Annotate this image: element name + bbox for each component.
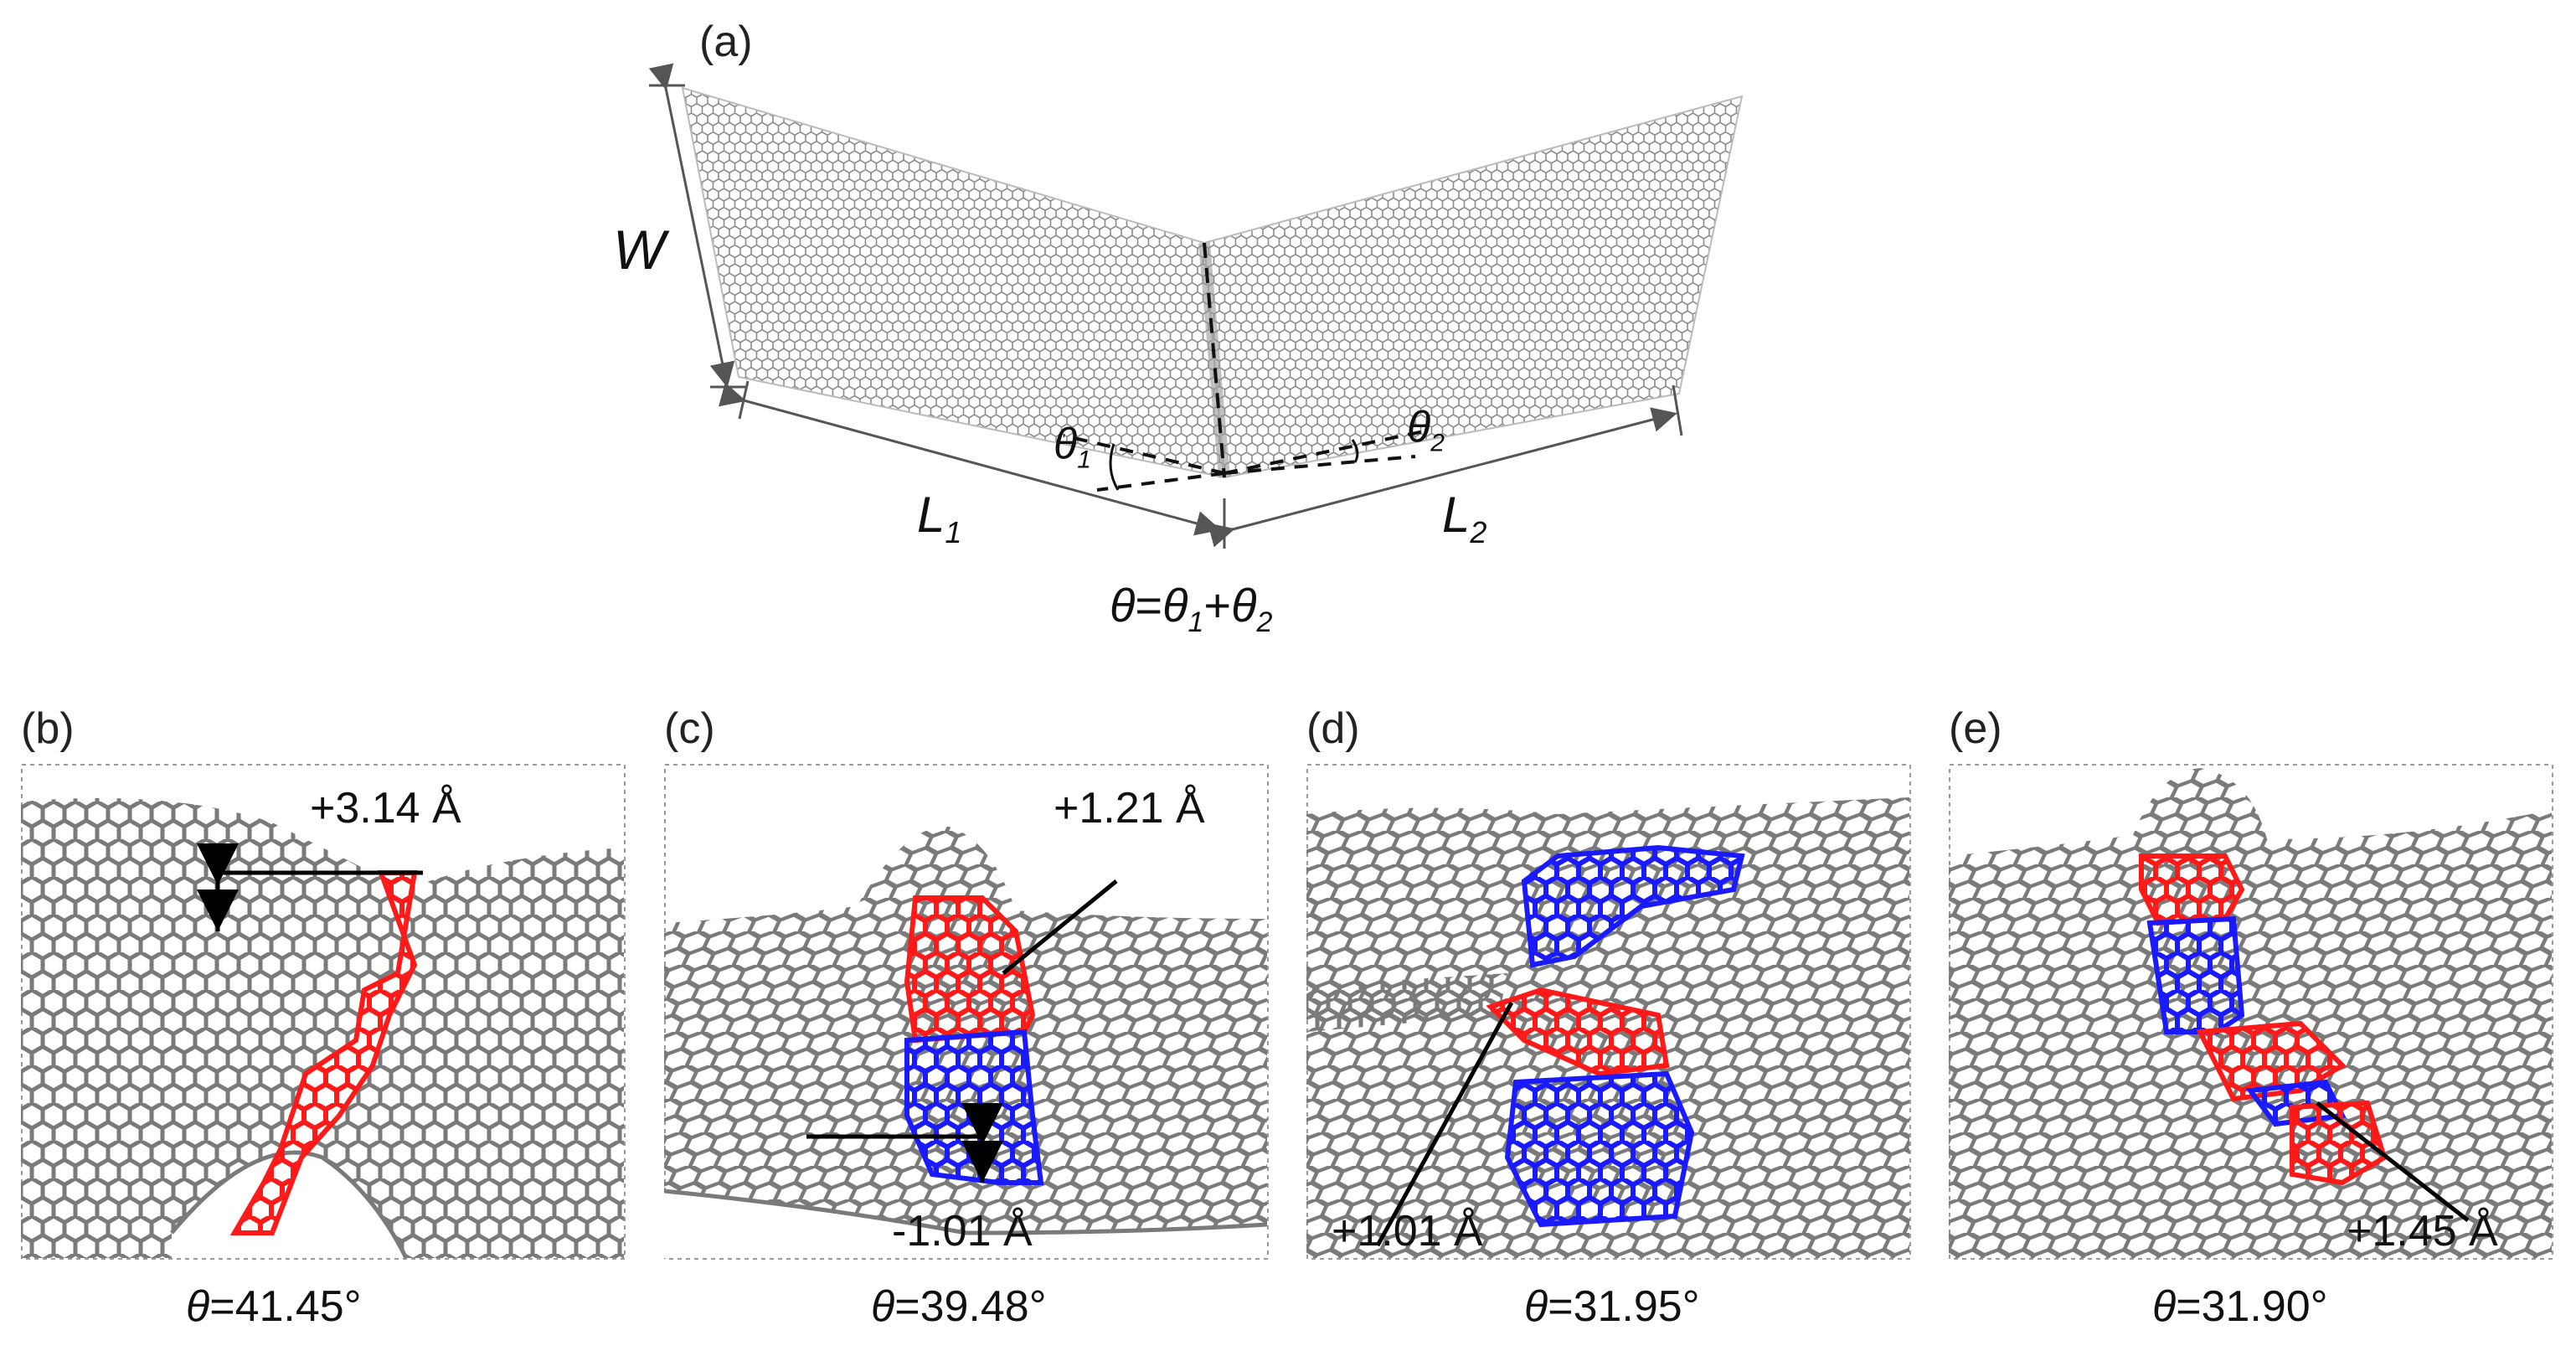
panel-b-caption: θ=41.45° xyxy=(186,1282,362,1331)
panel-d-label: (d) xyxy=(1306,704,1360,753)
panel-a-label: (a) xyxy=(699,18,753,66)
panel-d-caption: θ=31.95° xyxy=(1524,1282,1700,1331)
l1-dimension-line xyxy=(719,382,1221,536)
panel-c-annotation-top: +1.21 Å xyxy=(1054,783,1205,833)
symbol-theta1: θ1 xyxy=(1054,420,1091,474)
red-defect-bottom xyxy=(2290,1100,2388,1186)
panel-d-annotation: +1.01 Å xyxy=(1332,1207,1483,1256)
right-graphene-sheet xyxy=(1203,95,1744,479)
panel-d-graphic xyxy=(1306,764,1911,1260)
panel-b-annotation: +3.14 Å xyxy=(310,783,461,833)
symbol-l2: L2 xyxy=(1442,487,1487,549)
symbol-w: W xyxy=(613,219,666,281)
l2-dimension-line xyxy=(1208,407,1677,548)
blue-defect-upper xyxy=(2146,915,2245,1034)
red-defect-top xyxy=(2139,853,2245,926)
panel-e-annotation: +1.45 Å xyxy=(2347,1207,2498,1256)
theta-equation: θ=θ1+θ2 xyxy=(1110,579,1273,639)
w-dimension-line xyxy=(648,63,735,388)
blue-defect-upper xyxy=(1521,844,1745,968)
red-defect-chain xyxy=(229,870,418,1235)
blue-defect-block xyxy=(904,1029,1044,1185)
boundary-dashed-line xyxy=(1203,242,1226,478)
panel-b-label: (b) xyxy=(21,704,75,753)
panel-c-annotation-bottom: -1.01 Å xyxy=(892,1207,1033,1256)
panel-c-graphic xyxy=(664,764,1269,1260)
panel-c-label: (c) xyxy=(664,704,715,753)
panel-b-graphic xyxy=(21,764,626,1260)
red-defect-middle xyxy=(2196,1020,2347,1102)
symbol-theta2: θ2 xyxy=(1407,403,1445,457)
symbol-l1: L1 xyxy=(917,487,962,549)
blue-defect-lower xyxy=(1504,1070,1695,1228)
panel-c-caption: θ=39.48° xyxy=(871,1282,1047,1331)
red-defect-block xyxy=(904,895,1036,1044)
red-defect-middle xyxy=(1486,987,1670,1077)
panel-e-graphic xyxy=(1949,764,2553,1260)
panel-e-caption: θ=31.90° xyxy=(2152,1282,2328,1331)
panel-e-label: (e) xyxy=(1949,704,2002,753)
left-graphene-sheet xyxy=(681,86,1226,479)
